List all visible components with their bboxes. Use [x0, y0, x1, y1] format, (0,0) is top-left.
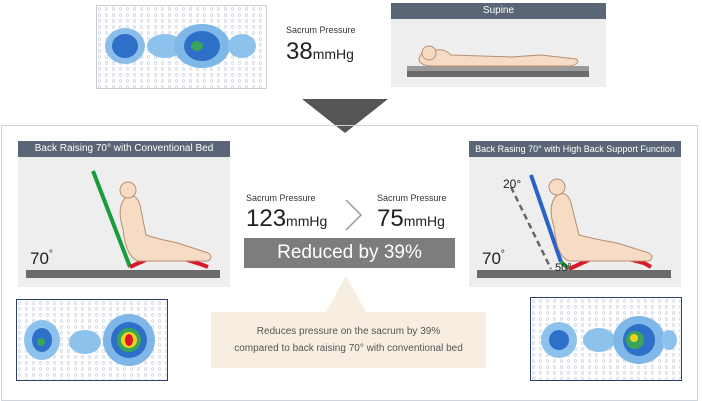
- sacrum-pressure-value-supine: 38mmHg: [286, 38, 354, 66]
- pressure-map-high-back-support: [530, 297, 682, 381]
- chevron-right-icon: [345, 199, 363, 231]
- callout-pointer: [326, 276, 366, 312]
- angle-degree-symbol: °: [500, 249, 505, 260]
- value-unit: mmHg: [312, 46, 354, 62]
- sacrum-pressure-label-before: Sacrum Pressure: [246, 193, 316, 203]
- value-unit: mmHg: [403, 213, 445, 229]
- sacrum-pressure-label-supine: Sacrum Pressure: [286, 25, 356, 35]
- pressure-map-conventional: [16, 299, 168, 381]
- right-angle-label: 70°: [482, 249, 505, 269]
- supine-illustration: [391, 19, 606, 87]
- sacrum-pressure-value-before: 123mmHg: [246, 205, 327, 233]
- label-50-degrees: 50°: [555, 262, 572, 274]
- left-panel-title: Back Raising 70° with Conventional Bed: [18, 141, 230, 157]
- reduced-banner: Reduced by 39%: [244, 238, 455, 268]
- value-unit: mmHg: [286, 213, 328, 229]
- note-line-2: compared to back raising 70° with conven…: [234, 343, 463, 354]
- value-number: 38: [286, 38, 313, 65]
- left-angle-label: 70°: [30, 249, 53, 269]
- value-number: 123: [246, 205, 287, 232]
- right-panel-title: Back Rasing 70° with High Back Support F…: [469, 141, 681, 157]
- supine-title: Supine: [391, 3, 606, 19]
- sacrum-pressure-value-after: 75mmHg: [377, 205, 445, 233]
- reduction-note: Reduces pressure on the sacrum by 39% co…: [211, 312, 486, 368]
- right-panel-illustration: [469, 157, 681, 287]
- sacrum-pressure-label-after: Sacrum Pressure: [377, 193, 447, 203]
- label-20-degrees: 20°: [503, 177, 522, 191]
- note-line-1: Reduces pressure on the sacrum by 39%: [256, 326, 441, 337]
- pressure-map-supine: 0: [96, 5, 267, 89]
- down-arrow-icon: [302, 99, 388, 133]
- left-panel-illustration: [18, 157, 230, 287]
- value-number: 75: [377, 205, 404, 232]
- angle-value: 70: [482, 249, 501, 268]
- angle-degree-symbol: °: [48, 249, 53, 260]
- angle-value: 70: [30, 249, 49, 268]
